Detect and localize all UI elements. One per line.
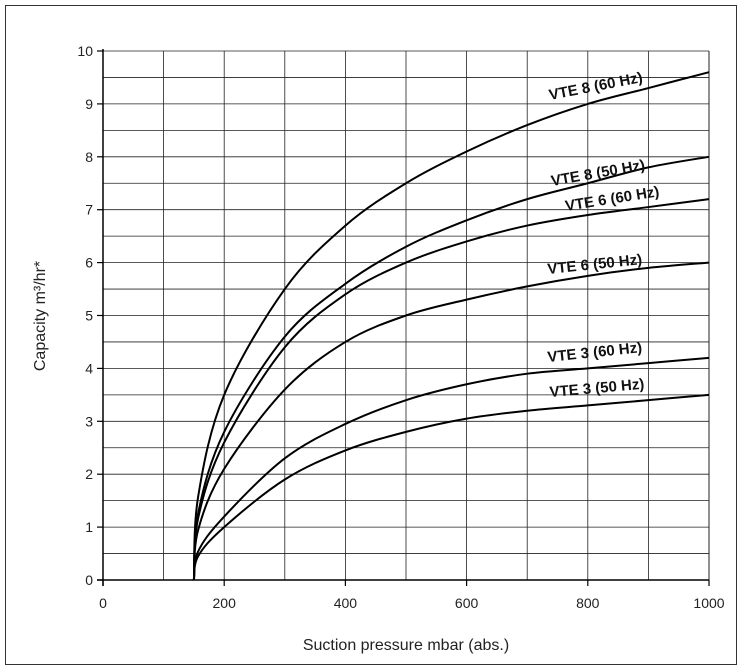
y-tick-label: 8 — [85, 149, 93, 165]
series-label-1: VTE 8 (50 Hz) — [550, 157, 647, 190]
y-tick-label: 10 — [77, 43, 93, 59]
series-line-5 — [192, 393, 710, 581]
series-lines: VTE 8 (60 Hz) VTE 8 (50 Hz)VTE 6 (60 Hz) V… — [192, 69, 710, 581]
series-label-4: VTE 3 (60 Hz) — [547, 339, 643, 366]
series-line-1 — [192, 155, 710, 581]
y-tick-label: 0 — [85, 572, 93, 588]
y-tick-label: 9 — [85, 96, 93, 112]
x-tick-label: 1000 — [693, 595, 724, 611]
x-tick-label: 0 — [99, 595, 107, 611]
series-label-0: VTE 8 (60 Hz) — [548, 69, 645, 104]
x-tick-label: 400 — [334, 595, 358, 611]
axes — [97, 49, 710, 586]
x-tick-label: 200 — [213, 595, 237, 611]
y-axis-label: Capacity m³/hr* — [32, 261, 49, 371]
x-tick-label: 800 — [576, 595, 600, 611]
y-tick-label: 1 — [85, 519, 93, 535]
chart-frame — [5, 5, 737, 665]
y-tick-label: 7 — [85, 202, 93, 218]
y-tick-label: 4 — [85, 360, 93, 376]
series-label-5: VTE 3 (50 Hz) — [549, 376, 645, 401]
series-label-2: VTE 6 (60 Hz) — [564, 183, 661, 215]
y-tick-label: 3 — [85, 413, 93, 429]
y-tick-label: 5 — [85, 308, 93, 324]
x-axis-label: Suction pressure mbar (abs.) — [303, 637, 509, 654]
x-tick-label: 600 — [455, 595, 479, 611]
series-line-3 — [192, 261, 710, 581]
ticks: 0 200 400 600 800 1000 0 1 2 3 4 5 6 7 8 9 10 — [77, 43, 724, 611]
series-line-0 — [192, 71, 710, 581]
series-line-2 — [192, 198, 710, 581]
y-tick-label: 2 — [85, 466, 93, 482]
series-line-4 — [192, 356, 710, 581]
y-tick-label: 6 — [85, 255, 93, 271]
